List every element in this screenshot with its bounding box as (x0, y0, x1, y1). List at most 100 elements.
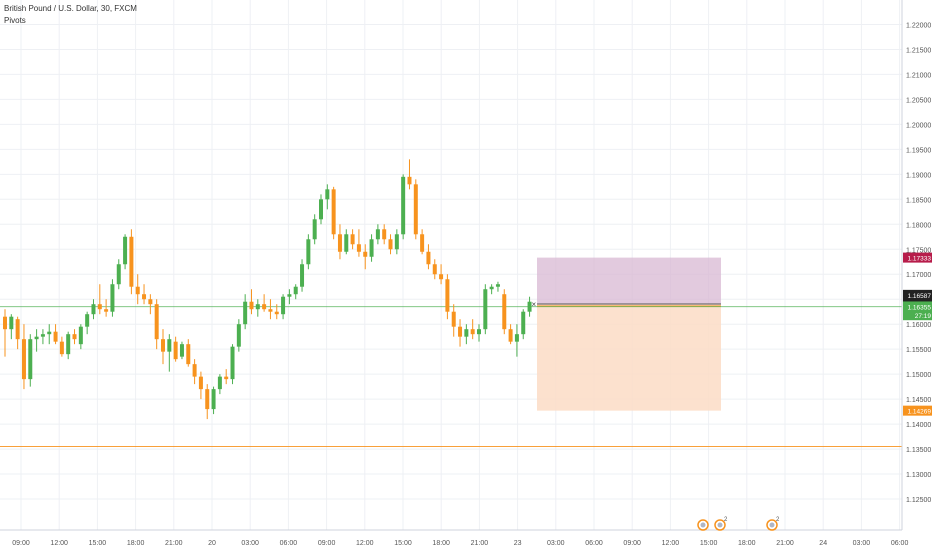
candle[interactable] (97, 284, 102, 315)
candle[interactable] (363, 244, 368, 270)
candle[interactable] (337, 224, 342, 260)
candle-body[interactable] (192, 364, 197, 377)
candle[interactable] (15, 316, 20, 350)
candle-body[interactable] (508, 329, 513, 342)
candle[interactable] (230, 344, 235, 385)
candle-body[interactable] (312, 219, 317, 240)
candle[interactable] (135, 274, 140, 305)
candle-body[interactable] (72, 334, 77, 340)
candle-body[interactable] (249, 301, 254, 310)
candle-body[interactable] (274, 311, 279, 315)
candle[interactable] (445, 274, 450, 320)
candle-body[interactable] (337, 234, 342, 252)
stop-loss-zone[interactable] (537, 257, 721, 305)
candle-body[interactable] (40, 334, 45, 337)
candle[interactable] (477, 324, 481, 342)
candle[interactable] (179, 341, 184, 360)
candle-body[interactable] (489, 286, 494, 290)
candle-body[interactable] (356, 244, 361, 252)
candle[interactable] (306, 234, 311, 270)
candle-body[interactable] (344, 234, 349, 252)
candle[interactable] (369, 234, 374, 262)
candle-body[interactable] (198, 376, 203, 390)
candle-body[interactable] (262, 304, 267, 310)
candle[interactable] (224, 369, 229, 385)
candle[interactable] (104, 299, 109, 317)
candle-body[interactable] (66, 334, 71, 355)
candle-body[interactable] (401, 176, 406, 235)
candle[interactable] (262, 294, 267, 312)
candle[interactable] (382, 224, 387, 245)
candle-body[interactable] (47, 331, 52, 335)
candle-body[interactable] (217, 376, 222, 390)
candle-body[interactable] (477, 329, 481, 335)
candle-body[interactable] (236, 324, 241, 347)
candle-body[interactable] (21, 339, 26, 380)
candle[interactable] (110, 279, 115, 317)
candle[interactable] (21, 324, 26, 390)
candle-body[interactable] (243, 301, 248, 325)
candle-body[interactable] (470, 329, 475, 335)
candle-body[interactable] (59, 341, 64, 355)
candle-body[interactable] (363, 251, 368, 257)
candle[interactable] (59, 336, 64, 357)
candle[interactable] (268, 299, 273, 320)
candle[interactable] (236, 319, 241, 352)
candle-body[interactable] (495, 284, 500, 287)
candle-body[interactable] (142, 294, 147, 300)
candle-body[interactable] (394, 234, 399, 250)
candle-body[interactable] (148, 299, 153, 305)
candle-body[interactable] (293, 286, 298, 295)
candle-body[interactable] (110, 284, 115, 312)
candle[interactable] (331, 186, 336, 240)
candle[interactable] (205, 384, 210, 420)
candle[interactable] (28, 334, 33, 387)
candle[interactable] (34, 329, 39, 352)
candle-body[interactable] (382, 229, 387, 240)
candle[interactable] (470, 319, 475, 340)
candle[interactable] (319, 194, 323, 225)
candle-body[interactable] (375, 229, 380, 240)
candle-body[interactable] (426, 251, 431, 265)
candle[interactable] (350, 229, 355, 250)
candle[interactable] (123, 234, 128, 270)
candle[interactable] (173, 336, 178, 362)
candle[interactable] (274, 304, 279, 320)
candle-body[interactable] (464, 329, 469, 337)
candle[interactable] (489, 284, 494, 295)
candle[interactable] (129, 229, 134, 295)
candle-body[interactable] (413, 184, 418, 235)
candle[interactable] (3, 309, 7, 357)
candle[interactable] (142, 284, 147, 305)
candle-body[interactable] (350, 234, 355, 245)
candle[interactable] (281, 294, 286, 320)
candle[interactable] (432, 259, 437, 280)
candle-body[interactable] (306, 239, 311, 265)
candle-body[interactable] (300, 264, 305, 287)
candle[interactable] (91, 299, 96, 320)
candle[interactable] (243, 294, 248, 330)
candle[interactable] (439, 264, 444, 285)
candle[interactable] (53, 324, 58, 345)
candle[interactable] (420, 229, 425, 255)
candle[interactable] (502, 289, 507, 335)
candle-body[interactable] (167, 339, 172, 352)
candle-body[interactable] (78, 326, 83, 345)
candle[interactable] (40, 329, 45, 345)
candle-body[interactable] (53, 331, 58, 342)
position-zones[interactable] (537, 257, 721, 411)
candle-body[interactable] (135, 286, 140, 295)
candle[interactable] (508, 324, 513, 345)
candle[interactable] (255, 299, 260, 317)
candle[interactable] (116, 259, 121, 290)
candle-body[interactable] (420, 234, 425, 252)
candle[interactable] (154, 299, 159, 350)
candle[interactable] (514, 324, 519, 357)
candle-body[interactable] (154, 304, 159, 340)
candle-body[interactable] (91, 304, 96, 315)
candle-body[interactable] (205, 389, 210, 410)
candle-body[interactable] (230, 346, 235, 380)
candle-body[interactable] (9, 316, 14, 330)
